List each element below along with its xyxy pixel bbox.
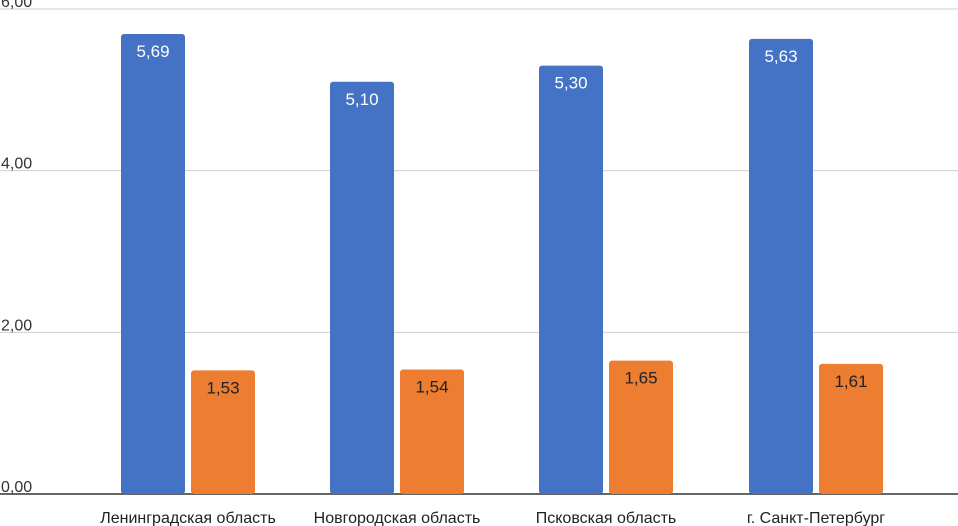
x-axis-categories: Ленинградская область Новгородская област… <box>100 510 885 526</box>
y-tick-label: 0,00 <box>1 479 32 496</box>
bars <box>121 34 883 495</box>
bar-series-1-2 <box>330 81 394 494</box>
bar-series-2-2 <box>400 369 464 494</box>
bar-series-1-3 <box>539 65 603 494</box>
category-label: Псковская область <box>536 510 677 526</box>
bar-series-1-4 <box>749 38 813 495</box>
data-label: 1,61 <box>834 372 867 391</box>
data-label: 5,10 <box>345 90 378 109</box>
data-label: 5,63 <box>764 47 797 66</box>
category-label: г. Санкт-Петербург <box>747 510 885 526</box>
data-label: 5,30 <box>554 74 587 93</box>
y-tick-label: 6,00 <box>1 0 32 11</box>
y-tick-label: 2,00 <box>1 317 32 334</box>
bar-series-1-1 <box>121 34 185 494</box>
data-label: 1,65 <box>624 369 657 388</box>
category-label: Новгородская область <box>314 510 481 526</box>
data-label: 1,53 <box>206 378 239 397</box>
bar-series-2-1 <box>191 370 255 494</box>
data-label: 5,69 <box>136 42 169 61</box>
category-label: Ленинградская область <box>100 510 276 526</box>
bar-series-2-3 <box>609 360 673 494</box>
y-axis-ticks: 0,00 2,00 4,00 6,00 <box>1 0 32 496</box>
data-label: 1,54 <box>415 378 448 397</box>
y-tick-label: 4,00 <box>1 156 32 173</box>
bar-series-2-4 <box>819 363 883 494</box>
data-labels: 5,69 5,10 5,30 5,63 1,53 1,54 1,65 1,61 <box>136 42 867 397</box>
